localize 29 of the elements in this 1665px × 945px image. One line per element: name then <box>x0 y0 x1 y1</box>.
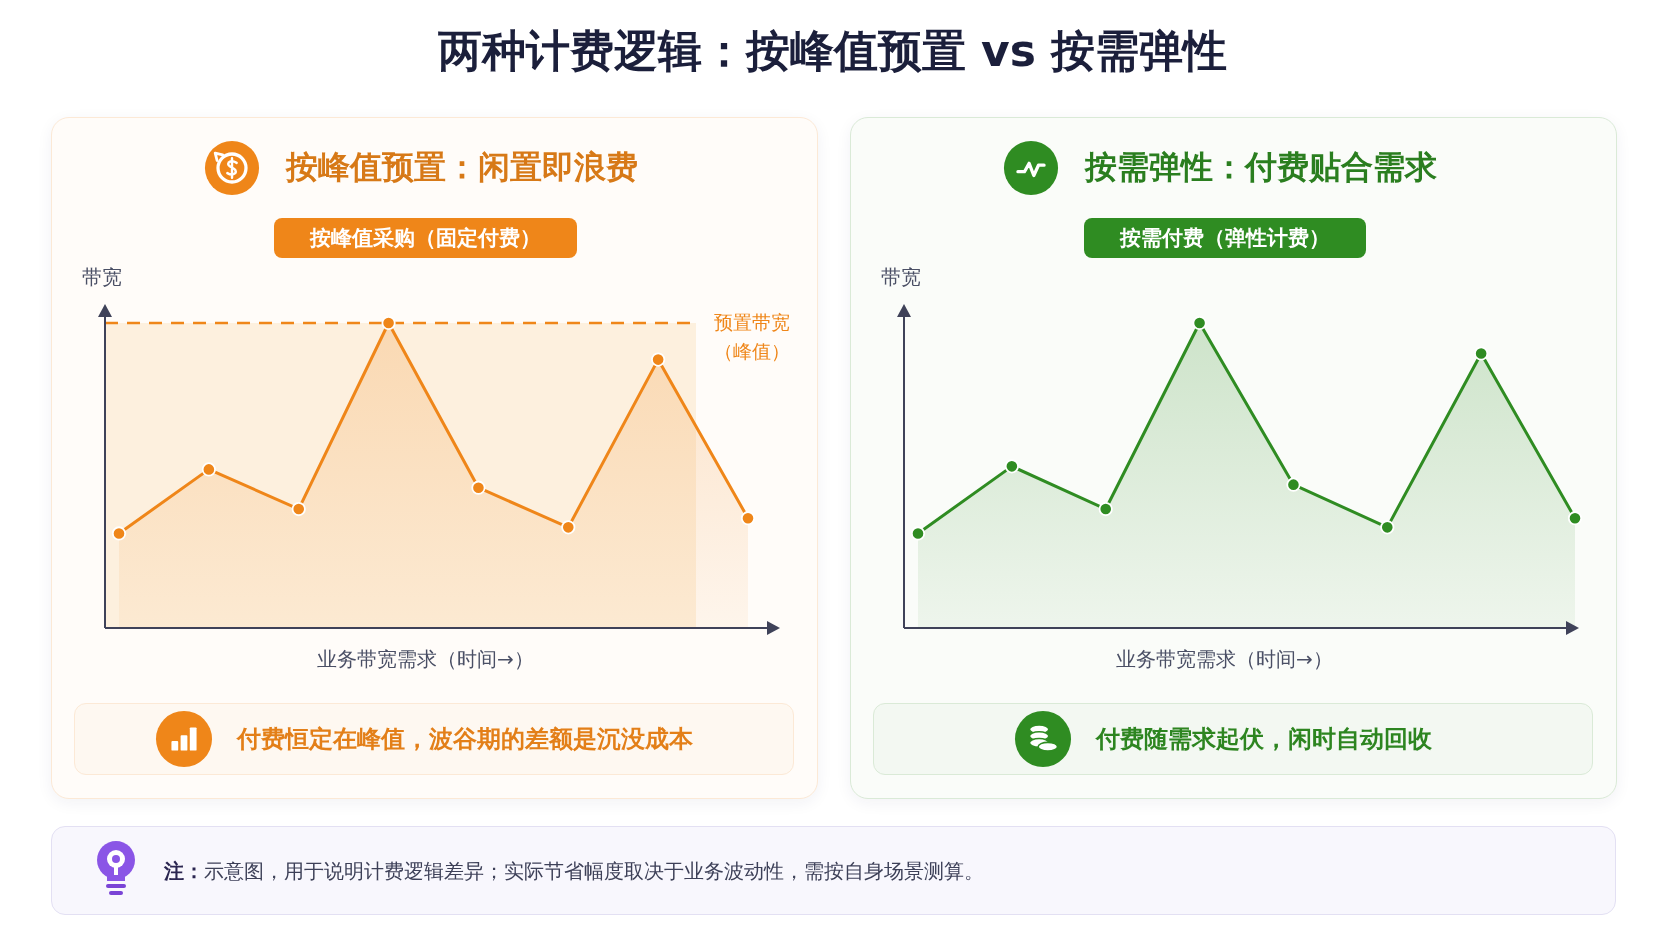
text: 付费恒定在峰值，波谷期的差额是沉没成本 <box>237 724 693 755</box>
x-axis-title: 业务带宽需求（时间→） <box>316 646 535 673</box>
point <box>561 520 576 535</box>
point <box>381 315 396 331</box>
point <box>1192 315 1207 331</box>
point <box>471 480 486 495</box>
text: 注：示意图，用于说明计费逻辑差异；实际节省幅度取决于业务波动性，需按自身场景测算。 <box>164 858 984 885</box>
chart-subtitle: 按峰值采购（固定付费） <box>274 218 577 258</box>
y-axis-title: 带宽 <box>82 264 122 291</box>
point <box>1286 477 1301 492</box>
point <box>1098 501 1113 517</box>
x-axis-title: 业务带宽需求（时间→） <box>1115 646 1334 673</box>
point <box>1567 511 1583 526</box>
text: 付费随需求起伏，闲时自动回收 <box>1096 724 1432 755</box>
ref-line-label: 预置带宽（峰值） <box>713 310 791 364</box>
chart-title: 按需弹性：付费贴合需求 <box>1084 147 1437 188</box>
point <box>651 352 666 367</box>
point <box>111 526 127 541</box>
chart-title: 按峰值预置：闲置即浪费 <box>285 147 638 188</box>
text: 两种计费逻辑：按峰值预置 vs 按需弹性 <box>436 24 1229 78</box>
point <box>291 501 306 517</box>
point <box>1474 346 1489 361</box>
y-axis-title: 带宽 <box>881 264 921 291</box>
point <box>910 526 926 541</box>
point <box>1004 459 1019 474</box>
point <box>1380 520 1395 535</box>
chart-subtitle: 按需付费（弹性计费） <box>1083 218 1366 258</box>
point <box>201 462 216 477</box>
point <box>740 511 756 526</box>
